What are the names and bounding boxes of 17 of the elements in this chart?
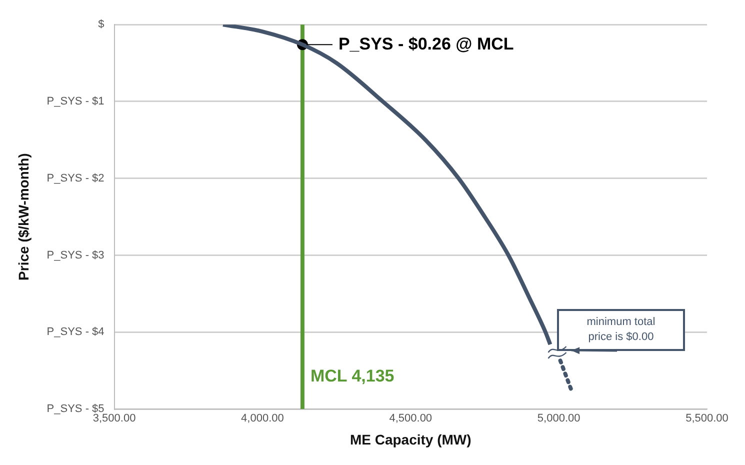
callout-box: minimum total price is $0.00: [557, 309, 685, 352]
x-tick-label: 4,500.00: [389, 412, 432, 425]
x-tick-label: 3,500.00: [92, 412, 136, 425]
y-tick-label: P_SYS - $4: [46, 326, 104, 338]
ref-line-label: MCL 4,135: [310, 366, 394, 386]
x-tick-label: 5,500.00: [686, 412, 728, 425]
x-tick-label: 5,000.00: [537, 412, 580, 425]
x-tick-label: 4,000.00: [241, 412, 284, 425]
line-series: [221, 24, 552, 346]
y-axis-title: Price ($/kW-month): [15, 153, 32, 280]
y-tick-label: P_SYS - $2: [46, 172, 104, 184]
y-tick-label: P_SYS - $5: [46, 403, 104, 416]
y-tick-label: $: [98, 18, 104, 31]
x-axis-title: ME Capacity (MW): [350, 431, 472, 448]
y-tick-label: P_SYS - $1: [46, 96, 104, 108]
y-tick-label: P_SYS - $3: [46, 249, 104, 262]
annotation: P_SYS - $0.26 @ MCL: [338, 34, 514, 54]
